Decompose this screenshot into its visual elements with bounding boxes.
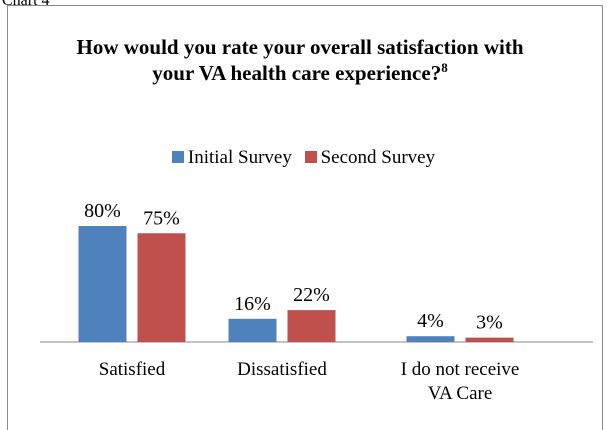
data-label-satisfied-second: 75% — [143, 207, 180, 229]
data-label-i-do-not-receive-va-care-initial: 4% — [417, 310, 444, 332]
title-footnote: 8 — [441, 60, 448, 75]
legend-swatch-second — [304, 151, 317, 163]
legend-item-second: Second Survey — [304, 147, 436, 169]
chart-legend: Initial Survey Second Survey — [0, 147, 607, 169]
bar-dissatisfied-initial — [228, 318, 277, 342]
data-label-dissatisfied-initial: 16% — [234, 293, 271, 315]
chart-title: How would you rate your overall satisfac… — [60, 34, 540, 86]
legend-item-initial: Initial Survey — [171, 147, 292, 169]
data-label-i-do-not-receive-va-care-second: 3% — [476, 312, 503, 334]
data-label-satisfied-initial: 80% — [84, 200, 121, 222]
bar-i-do-not-receive-va-care-second — [465, 337, 514, 342]
bar-satisfied-initial — [78, 226, 127, 342]
legend-swatch-initial — [171, 151, 184, 163]
bar-dissatisfied-second — [287, 310, 336, 342]
data-label-dissatisfied-second: 22% — [293, 284, 330, 306]
chart-title-text: How would you rate your overall satisfac… — [76, 35, 524, 85]
bar-i-do-not-receive-va-care-initial — [406, 336, 455, 342]
category-label-satisfied: Satisfied — [99, 359, 166, 380]
category-label-i-do-not-receive-va-care-line-1: I do not receive — [401, 359, 520, 380]
legend-label-initial: Initial Survey — [187, 147, 292, 168]
legend-label-second: Second Survey — [320, 147, 436, 168]
category-label-dissatisfied: Dissatisfied — [237, 359, 327, 380]
bar-satisfied-second — [137, 233, 186, 342]
chart-caption: Chart 4 — [2, 0, 50, 9]
category-label-i-do-not-receive-va-care-line-2: VA Care — [428, 383, 493, 404]
chart-frame — [7, 5, 603, 430]
